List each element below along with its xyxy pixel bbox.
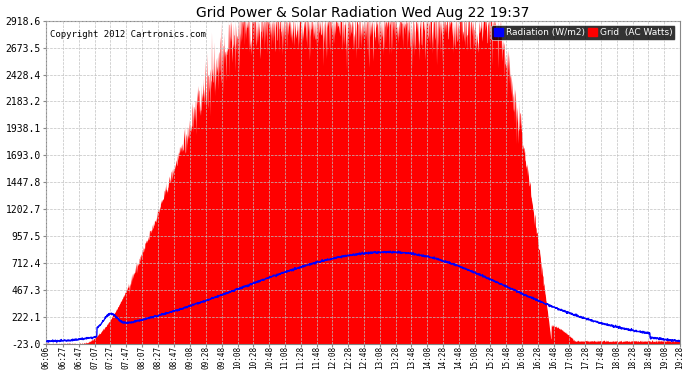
Legend: Radiation (W/m2), Grid  (AC Watts): Radiation (W/m2), Grid (AC Watts) [491, 25, 676, 40]
Title: Grid Power & Solar Radiation Wed Aug 22 19:37: Grid Power & Solar Radiation Wed Aug 22 … [197, 6, 530, 20]
Text: Copyright 2012 Cartronics.com: Copyright 2012 Cartronics.com [50, 30, 206, 39]
